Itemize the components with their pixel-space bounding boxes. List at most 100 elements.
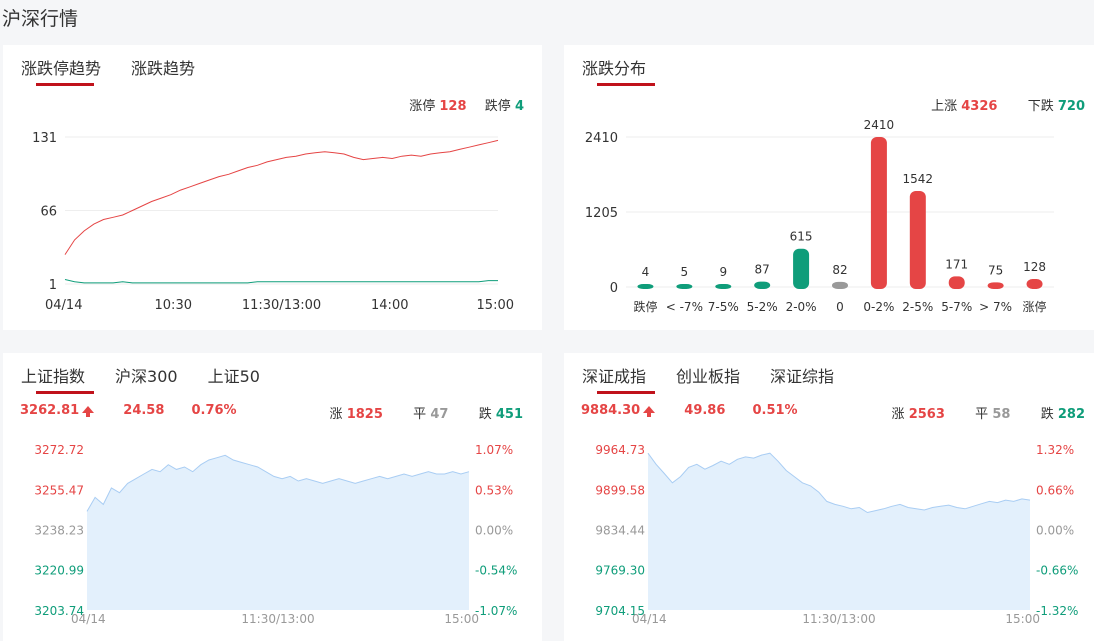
sh-index-chart: 3272.72 1.07% 3255.47 0.53% 3238.23 0.00% 3220… bbox=[34, 443, 517, 626]
sz-index-tabs: 深证成指 创业板指 深证综指 bbox=[582, 363, 835, 394]
sz-price: 9884.30 bbox=[581, 403, 641, 418]
x-tick-label: < -7% bbox=[666, 300, 703, 314]
bar bbox=[987, 282, 1004, 289]
x-tick-label: 04/14 bbox=[45, 298, 82, 313]
x-tick-label: 5-2% bbox=[747, 300, 778, 314]
tab-chinext[interactable]: 创业板指 bbox=[676, 367, 741, 386]
x-tick-label: 15:00 bbox=[1005, 612, 1040, 626]
x-tick-label: 2-5% bbox=[902, 300, 933, 314]
price-line bbox=[647, 452, 1031, 514]
y-pct-tick-label: 1.07% bbox=[475, 443, 513, 457]
bar bbox=[793, 248, 810, 289]
tab-sse50[interactable]: 上证50 bbox=[207, 367, 260, 386]
tab-rise-fall-trend[interactable]: 涨跌趋势 bbox=[131, 59, 196, 78]
bar bbox=[637, 284, 654, 289]
sz-flat-label: 平 bbox=[975, 407, 989, 422]
bar bbox=[676, 284, 693, 289]
distribution-tabs: 涨跌分布 bbox=[582, 55, 656, 86]
sz-flat-value: 58 bbox=[992, 407, 1011, 422]
series-line-limit-down bbox=[64, 279, 498, 284]
bar bbox=[832, 281, 848, 289]
tab-distribution[interactable]: 涨跌分布 bbox=[582, 55, 656, 86]
price-area bbox=[648, 453, 1030, 610]
sz-down-label: 跌 bbox=[1040, 407, 1054, 422]
sh-down-label: 跌 bbox=[478, 407, 492, 422]
sh-down-value: 451 bbox=[495, 407, 523, 422]
limit-down-label: 跌停 bbox=[484, 99, 511, 114]
y-tick-label: 9899.58 bbox=[595, 483, 645, 497]
bar-value-label: 615 bbox=[790, 230, 813, 244]
x-tick-label: 5-7% bbox=[941, 300, 972, 314]
sz-quote: 9884.30 49.86 0.51% bbox=[581, 403, 798, 418]
bar-value-label: 82 bbox=[832, 263, 847, 277]
sh-index-tabs: 上证指数 沪深300 上证50 bbox=[21, 363, 260, 394]
bar-value-label: 1542 bbox=[903, 172, 934, 186]
limit-up-value: 128 bbox=[439, 99, 467, 114]
sz-down-value: 282 bbox=[1057, 407, 1085, 422]
sz-breadth: 涨 2563 平 58 跌 282 bbox=[892, 403, 1085, 422]
x-tick-label: 涨停 bbox=[1023, 299, 1047, 314]
sh-quote: 3262.81 24.58 0.76% bbox=[20, 403, 237, 418]
x-tick-label: 0-2% bbox=[863, 300, 894, 314]
series-line-limit-up bbox=[64, 139, 499, 255]
y-tick-label: 3203.74 bbox=[34, 604, 84, 618]
page-title: 沪深行情 bbox=[2, 8, 79, 30]
y-tick-label: 131 bbox=[32, 131, 57, 146]
x-tick-label: 2-0% bbox=[786, 300, 817, 314]
sh-price: 3262.81 bbox=[20, 403, 80, 418]
bar-value-label: 5 bbox=[681, 265, 689, 279]
tab-limit-trend[interactable]: 涨跌停趋势 bbox=[21, 55, 101, 86]
x-tick-label: 15:00 bbox=[444, 612, 479, 626]
up-arrow-icon bbox=[643, 406, 656, 417]
y-pct-tick-label: 0.00% bbox=[475, 524, 513, 538]
y-pct-tick-label: -1.07% bbox=[475, 604, 517, 618]
sh-flat-label: 平 bbox=[413, 407, 427, 422]
sh-flat-value: 47 bbox=[430, 407, 449, 422]
tab-sh-composite[interactable]: 上证指数 bbox=[21, 363, 95, 394]
tab-sz-composite[interactable]: 深证综指 bbox=[770, 367, 835, 386]
y-pct-tick-label: 0.00% bbox=[1036, 524, 1074, 538]
bar bbox=[715, 284, 732, 289]
down-count-value: 720 bbox=[1057, 99, 1085, 114]
price-line bbox=[86, 454, 470, 512]
x-tick-label: 04/14 bbox=[71, 612, 106, 626]
sh-up-label: 涨 bbox=[329, 407, 343, 422]
x-tick-label: 04/14 bbox=[632, 612, 667, 626]
x-tick-label: 11:30/13:00 bbox=[802, 612, 875, 626]
limit-stats: 涨停 128 跌停 4 bbox=[409, 95, 524, 114]
y-tick-label: 2410 bbox=[585, 131, 618, 146]
tab-sz-component[interactable]: 深证成指 bbox=[582, 363, 656, 394]
y-tick-label: 9704.15 bbox=[595, 604, 645, 618]
x-tick-label: 7-5% bbox=[708, 300, 739, 314]
limit-trend-tabs: 涨跌停趋势 涨跌趋势 bbox=[21, 55, 196, 86]
x-tick-label: 11:30/13:00 bbox=[241, 612, 314, 626]
sz-up-label: 涨 bbox=[891, 407, 905, 422]
bar-value-label: 128 bbox=[1023, 260, 1046, 274]
sh-change: 24.58 bbox=[123, 403, 165, 418]
bar bbox=[909, 191, 926, 289]
down-count-label: 下跌 bbox=[1027, 99, 1054, 114]
sz-index-chart: 9964.73 1.32% 9899.58 0.66% 9834.44 0.00% 9769… bbox=[595, 443, 1078, 626]
bar-value-label: 9 bbox=[719, 265, 727, 279]
bar-value-label: 2410 bbox=[864, 118, 895, 132]
y-tick-label: 66 bbox=[40, 205, 57, 220]
x-tick-label: 15:00 bbox=[477, 298, 514, 313]
x-tick-label: > 7% bbox=[979, 300, 1012, 314]
y-tick-label: 1 bbox=[49, 278, 57, 293]
y-tick-label: 3220.99 bbox=[34, 564, 84, 578]
sz-index-panel: 深证成指 创业板指 深证综指 9884.30 49.86 0.51% 涨 256… bbox=[564, 353, 1094, 641]
distribution-stats: 上涨 4326 下跌 720 bbox=[931, 95, 1085, 114]
y-tick-label: 9769.30 bbox=[595, 564, 645, 578]
y-tick-label: 0 bbox=[610, 281, 618, 296]
y-pct-tick-label: 1.32% bbox=[1036, 443, 1074, 457]
sh-up-value: 1825 bbox=[346, 407, 383, 422]
bar bbox=[870, 137, 887, 289]
limit-down-value: 4 bbox=[514, 99, 524, 114]
distribution-chart: 2410 1205 0 4 跌停 5 < -7% 9 7-5% 87 5-2% 615 2-0% 82 0 2… bbox=[585, 118, 1054, 314]
sh-breadth: 涨 1825 平 47 跌 451 bbox=[330, 403, 523, 422]
x-tick-label: 0 bbox=[836, 300, 844, 314]
x-tick-label: 14:00 bbox=[371, 298, 408, 313]
y-pct-tick-label: 0.66% bbox=[1036, 483, 1074, 497]
tab-csi300[interactable]: 沪深300 bbox=[115, 367, 178, 386]
limit-trend-chart: 131 66 1 04/14 10:30 11:30/13:00 14:00 15:00 bbox=[32, 131, 514, 313]
